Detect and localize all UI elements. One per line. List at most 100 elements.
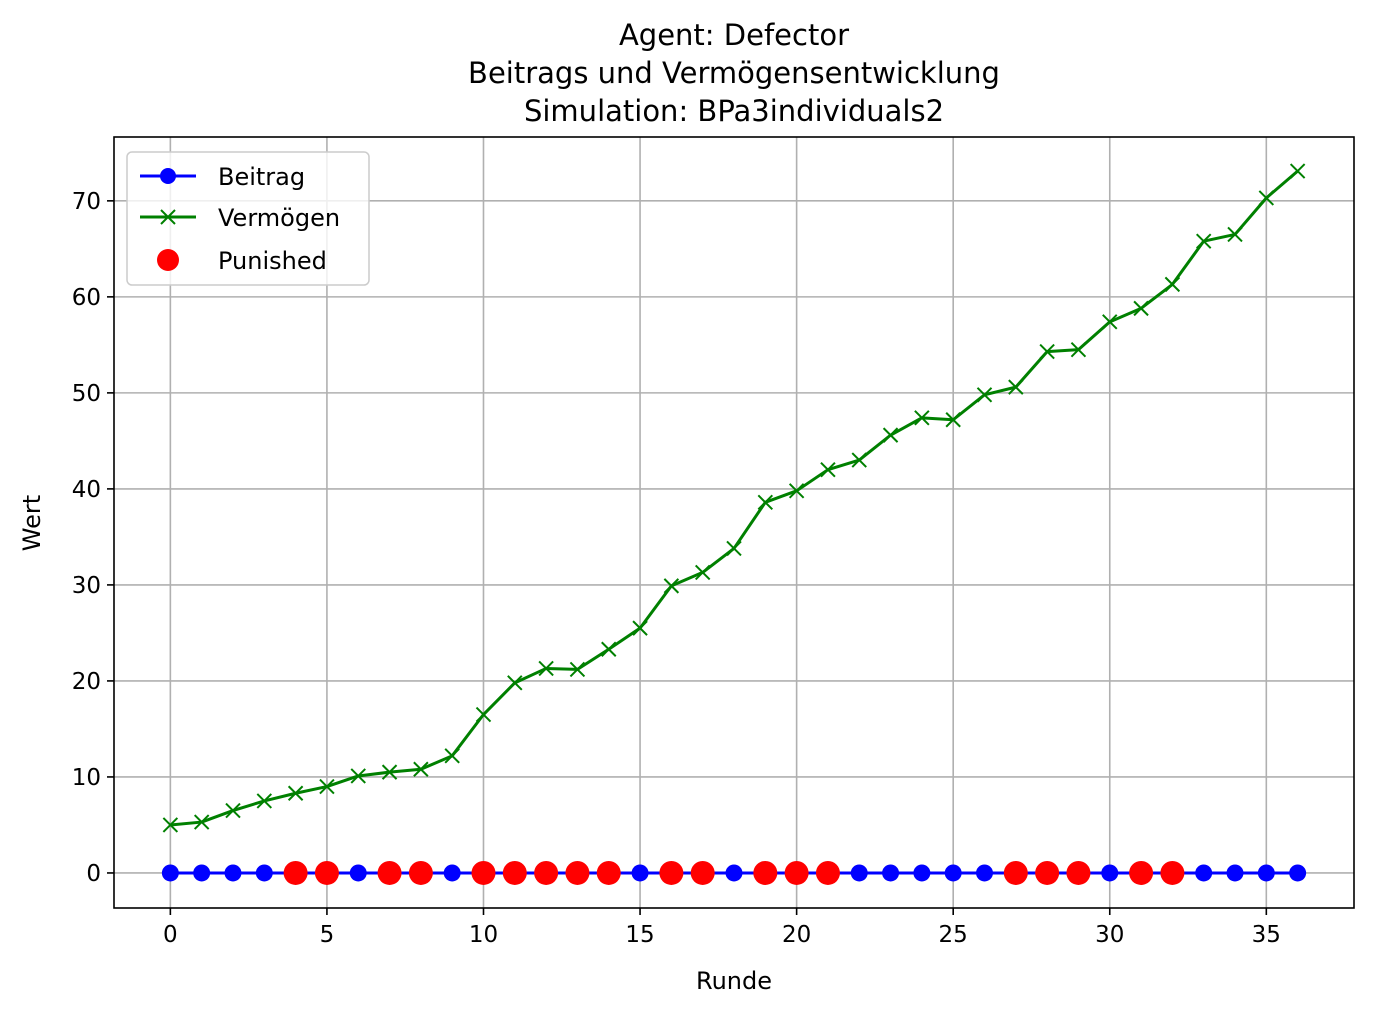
punished-point [1003,860,1028,885]
punished-point [314,860,339,885]
vermoegen-point [569,661,586,678]
punished-point [283,860,308,885]
title-line-1: Agent: Defector [619,18,849,52]
vermoegen-point [1164,276,1181,293]
vermoegen-point [788,483,805,499]
punished-point [596,860,621,885]
beitrag-point [224,864,242,882]
vermoegen-point [1258,190,1275,206]
punished-point [815,860,840,885]
vermoegen-point [1039,343,1055,360]
legend-vermoegen-label: Vermögen [218,204,340,232]
beitrag-point [255,864,273,882]
beitrag-point [1101,864,1119,882]
beitrag-point [725,864,743,882]
y-tick-label: 10 [72,765,101,791]
vermoegen-point [663,578,680,594]
x-tick-label: 15 [625,922,654,948]
legend-box [126,151,370,286]
x-tick-label: 25 [939,922,968,948]
beitrag-point [1195,864,1213,882]
vermoegen-point [1008,379,1024,395]
y-axis-label: Wert [18,495,46,551]
vermoegen-point [444,748,460,764]
x-tick-label: 0 [163,922,178,948]
beitrag-point [913,864,931,882]
vermoegen-point [820,461,836,478]
x-tick-label: 5 [320,922,335,948]
vermoegen-point [1102,314,1118,330]
axes-frame [113,136,1355,909]
vermoegen-point [413,761,429,777]
punished-point [1129,860,1154,885]
vermoegen-point [882,427,899,443]
plot-area [161,163,1307,885]
punished-point [377,860,402,885]
punished-point [565,860,590,885]
x-tick-label: 20 [782,922,811,948]
y-tick-label: 40 [72,477,101,503]
beitrag-point [1289,864,1307,882]
beitrag-point [193,864,211,882]
beitrag-point [1257,864,1275,882]
y-axis-ticks: 0 10 20 30 40 50 60 70 [72,189,114,887]
title-line-3: Simulation: BPa3individuals2 [524,94,944,128]
title-line-2: Beitrags und Vermögensentwicklung [468,56,1000,90]
vermoegen-point [632,620,648,636]
beitrag-point [349,864,367,882]
vermoegen-point [726,540,742,557]
x-tick-label: 10 [469,922,498,948]
vermoegen-point [1133,300,1149,317]
punished-point [1066,860,1091,885]
vermoegen-point [287,785,304,801]
chart-title: Agent: Defector Beitrags und Vermögensen… [468,18,1000,128]
beitrag-point [976,864,994,882]
vermoegen-point [1070,341,1087,358]
x-tick-label: 35 [1252,922,1281,948]
vermoegen-point [538,660,554,677]
legend-punished-marker [157,249,179,271]
x-tick-label: 30 [1095,922,1124,948]
vermoegen-point [193,814,210,830]
vermoegen-point [319,778,335,795]
y-tick-label: 20 [72,669,101,695]
punished-point [659,860,684,885]
punished-point [1035,860,1060,885]
vermoegen-point [475,706,492,723]
vermoegen-point [757,494,774,511]
vermoegen-point [851,452,867,468]
vermoegen-point [945,412,961,428]
punished-point [1160,860,1185,885]
x-axis-ticks: 0 5 10 15 20 25 30 35 [163,908,1281,948]
punished-point [408,860,433,885]
vermoegen-point [350,768,366,784]
vermoegen-point [976,387,993,403]
beitrag-point [443,864,461,882]
beitrag-point [882,864,900,882]
y-tick-label: 30 [72,573,101,599]
vermoegen-point [225,802,241,819]
vermoegen-point [914,410,930,426]
punished-point [471,860,496,885]
vermoegen-point [601,641,617,657]
beitrag-point [161,864,179,882]
y-tick-label: 70 [72,189,101,215]
punished-point [534,860,559,885]
legend: Beitrag Vermögen Punished [126,151,370,286]
beitrag-point [631,864,649,882]
punished-point [690,860,715,885]
y-tick-label: 0 [86,861,101,887]
vermoegen-point [1227,226,1243,243]
beitrag-point [850,864,868,882]
y-tick-label: 60 [72,285,101,311]
x-axis-label: Runde [696,967,772,995]
grid-lines [114,137,1354,908]
legend-beitrag-marker [160,168,176,184]
y-tick-label: 50 [72,381,101,407]
beitrag-point [1226,864,1244,882]
vermoegen-point [1195,233,1212,249]
punished-point [753,860,778,885]
vermoegen-point [162,817,179,833]
